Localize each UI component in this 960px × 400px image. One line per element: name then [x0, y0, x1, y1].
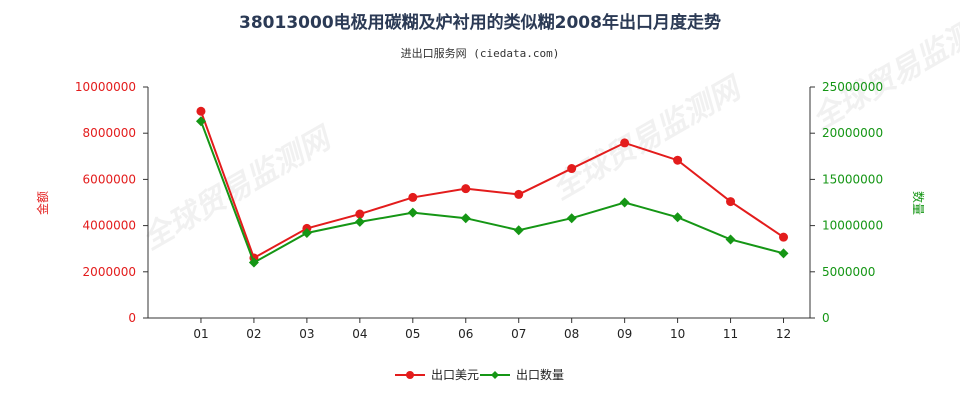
right-tick-label: 10000000	[822, 219, 883, 233]
data-point-quantity[interactable]	[460, 213, 471, 224]
x-tick-label: 02	[246, 327, 261, 341]
chart-subtitle: 进出口服务网 (ciedata.com)	[401, 46, 560, 60]
x-tick-label: 01	[193, 327, 208, 341]
right-tick-label: 5000000	[822, 265, 875, 279]
data-point-quantity[interactable]	[354, 216, 365, 227]
watermark-text: 全球贸易监测网	[547, 70, 750, 207]
data-point-quantity[interactable]	[619, 197, 630, 208]
data-point-quantity[interactable]	[566, 213, 577, 224]
legend-marker	[406, 371, 414, 379]
x-tick-label: 07	[511, 327, 526, 341]
plot-frame	[147, 87, 811, 319]
data-point-usd[interactable]	[355, 209, 365, 219]
series-line-1	[200, 120, 784, 265]
data-point-usd[interactable]	[567, 164, 577, 174]
x-tick-label: 08	[564, 327, 579, 341]
chart-title: 38013000电极用碳糊及炉衬用的类似糊2008年出口月度走势	[239, 12, 721, 33]
x-tick-label: 05	[405, 327, 420, 341]
x-tick-label: 12	[776, 327, 791, 341]
left-axis-ticks: 0 2000000 4000000 6000000 8000000 10000000	[75, 80, 148, 325]
data-point-usd[interactable]	[408, 192, 418, 202]
data-point-quantity[interactable]	[672, 212, 683, 223]
data-point-usd[interactable]	[620, 138, 630, 148]
watermark-text: 全球贸易监测网	[137, 120, 340, 257]
right-tick-label: 15000000	[822, 172, 883, 186]
legend-marker	[491, 371, 499, 379]
series-layer	[195, 106, 789, 268]
data-point-quantity[interactable]	[778, 248, 789, 259]
x-tick-label: 03	[299, 327, 314, 341]
x-tick-label: 10	[670, 327, 685, 341]
data-point-quantity[interactable]	[725, 234, 736, 245]
left-tick-label: 10000000	[75, 80, 136, 94]
data-point-usd[interactable]	[514, 189, 524, 199]
data-point-usd[interactable]	[196, 106, 206, 116]
data-point-quantity[interactable]	[301, 227, 312, 238]
data-point-usd[interactable]	[673, 155, 683, 165]
right-axis-title: 数量	[911, 191, 926, 215]
x-axis-ticks: 01 02 03 04 05 06 07 08 09 10 11 12	[193, 318, 791, 341]
left-tick-label: 4000000	[83, 219, 136, 233]
x-tick-label: 04	[352, 327, 367, 341]
right-tick-label: 0	[822, 311, 830, 325]
right-axis-ticks: 0 5000000 10000000 15000000 20000000 25000000	[810, 80, 883, 325]
legend: 出口美元 出口数量	[395, 367, 564, 382]
left-tick-label: 6000000	[83, 172, 136, 186]
left-tick-label: 0	[128, 311, 136, 325]
right-tick-label: 20000000	[822, 126, 883, 140]
data-point-usd[interactable]	[779, 232, 789, 242]
data-point-quantity[interactable]	[513, 225, 524, 236]
left-tick-label: 2000000	[83, 265, 136, 279]
data-point-quantity[interactable]	[407, 207, 418, 218]
x-tick-label: 06	[458, 327, 473, 341]
legend-item-export-usd[interactable]: 出口美元	[395, 368, 479, 382]
data-point-quantity[interactable]	[195, 116, 206, 127]
right-tick-label: 25000000	[822, 80, 883, 94]
data-point-usd[interactable]	[726, 197, 736, 207]
data-point-usd[interactable]	[461, 184, 471, 194]
watermark-text: 全球贸易监测网	[807, 0, 960, 137]
left-tick-label: 8000000	[83, 126, 136, 140]
series-line-0	[200, 110, 785, 260]
legend-label-export-usd: 出口美元	[431, 368, 479, 382]
data-point-quantity[interactable]	[248, 257, 259, 268]
x-tick-label: 09	[617, 327, 632, 341]
legend-label-export-quantity: 出口数量	[516, 367, 564, 382]
legend-item-export-quantity[interactable]: 出口数量	[480, 367, 564, 382]
left-axis-title: 金额	[35, 191, 50, 215]
x-tick-label: 11	[723, 327, 738, 341]
